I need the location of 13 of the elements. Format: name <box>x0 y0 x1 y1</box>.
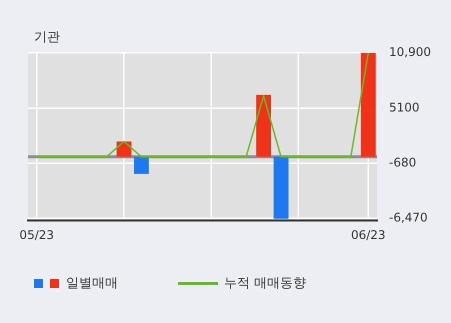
bar <box>256 94 271 157</box>
y-tick-label: 10,900 <box>389 45 432 60</box>
x-tick-label: 06/23 <box>350 228 386 242</box>
legend-label: 누적 매매동향 <box>224 275 306 292</box>
bar <box>134 156 149 174</box>
bar <box>360 52 376 157</box>
y-tick-label: -6,470 <box>389 210 428 225</box>
chart-title: 기관 <box>34 29 60 46</box>
x-tick-label: 05/23 <box>19 228 54 242</box>
legend-label: 일별매매 <box>66 275 118 292</box>
bar <box>274 156 288 219</box>
y-tick-label: 5100 <box>389 100 420 114</box>
y-tick-label: -680 <box>389 155 416 170</box>
